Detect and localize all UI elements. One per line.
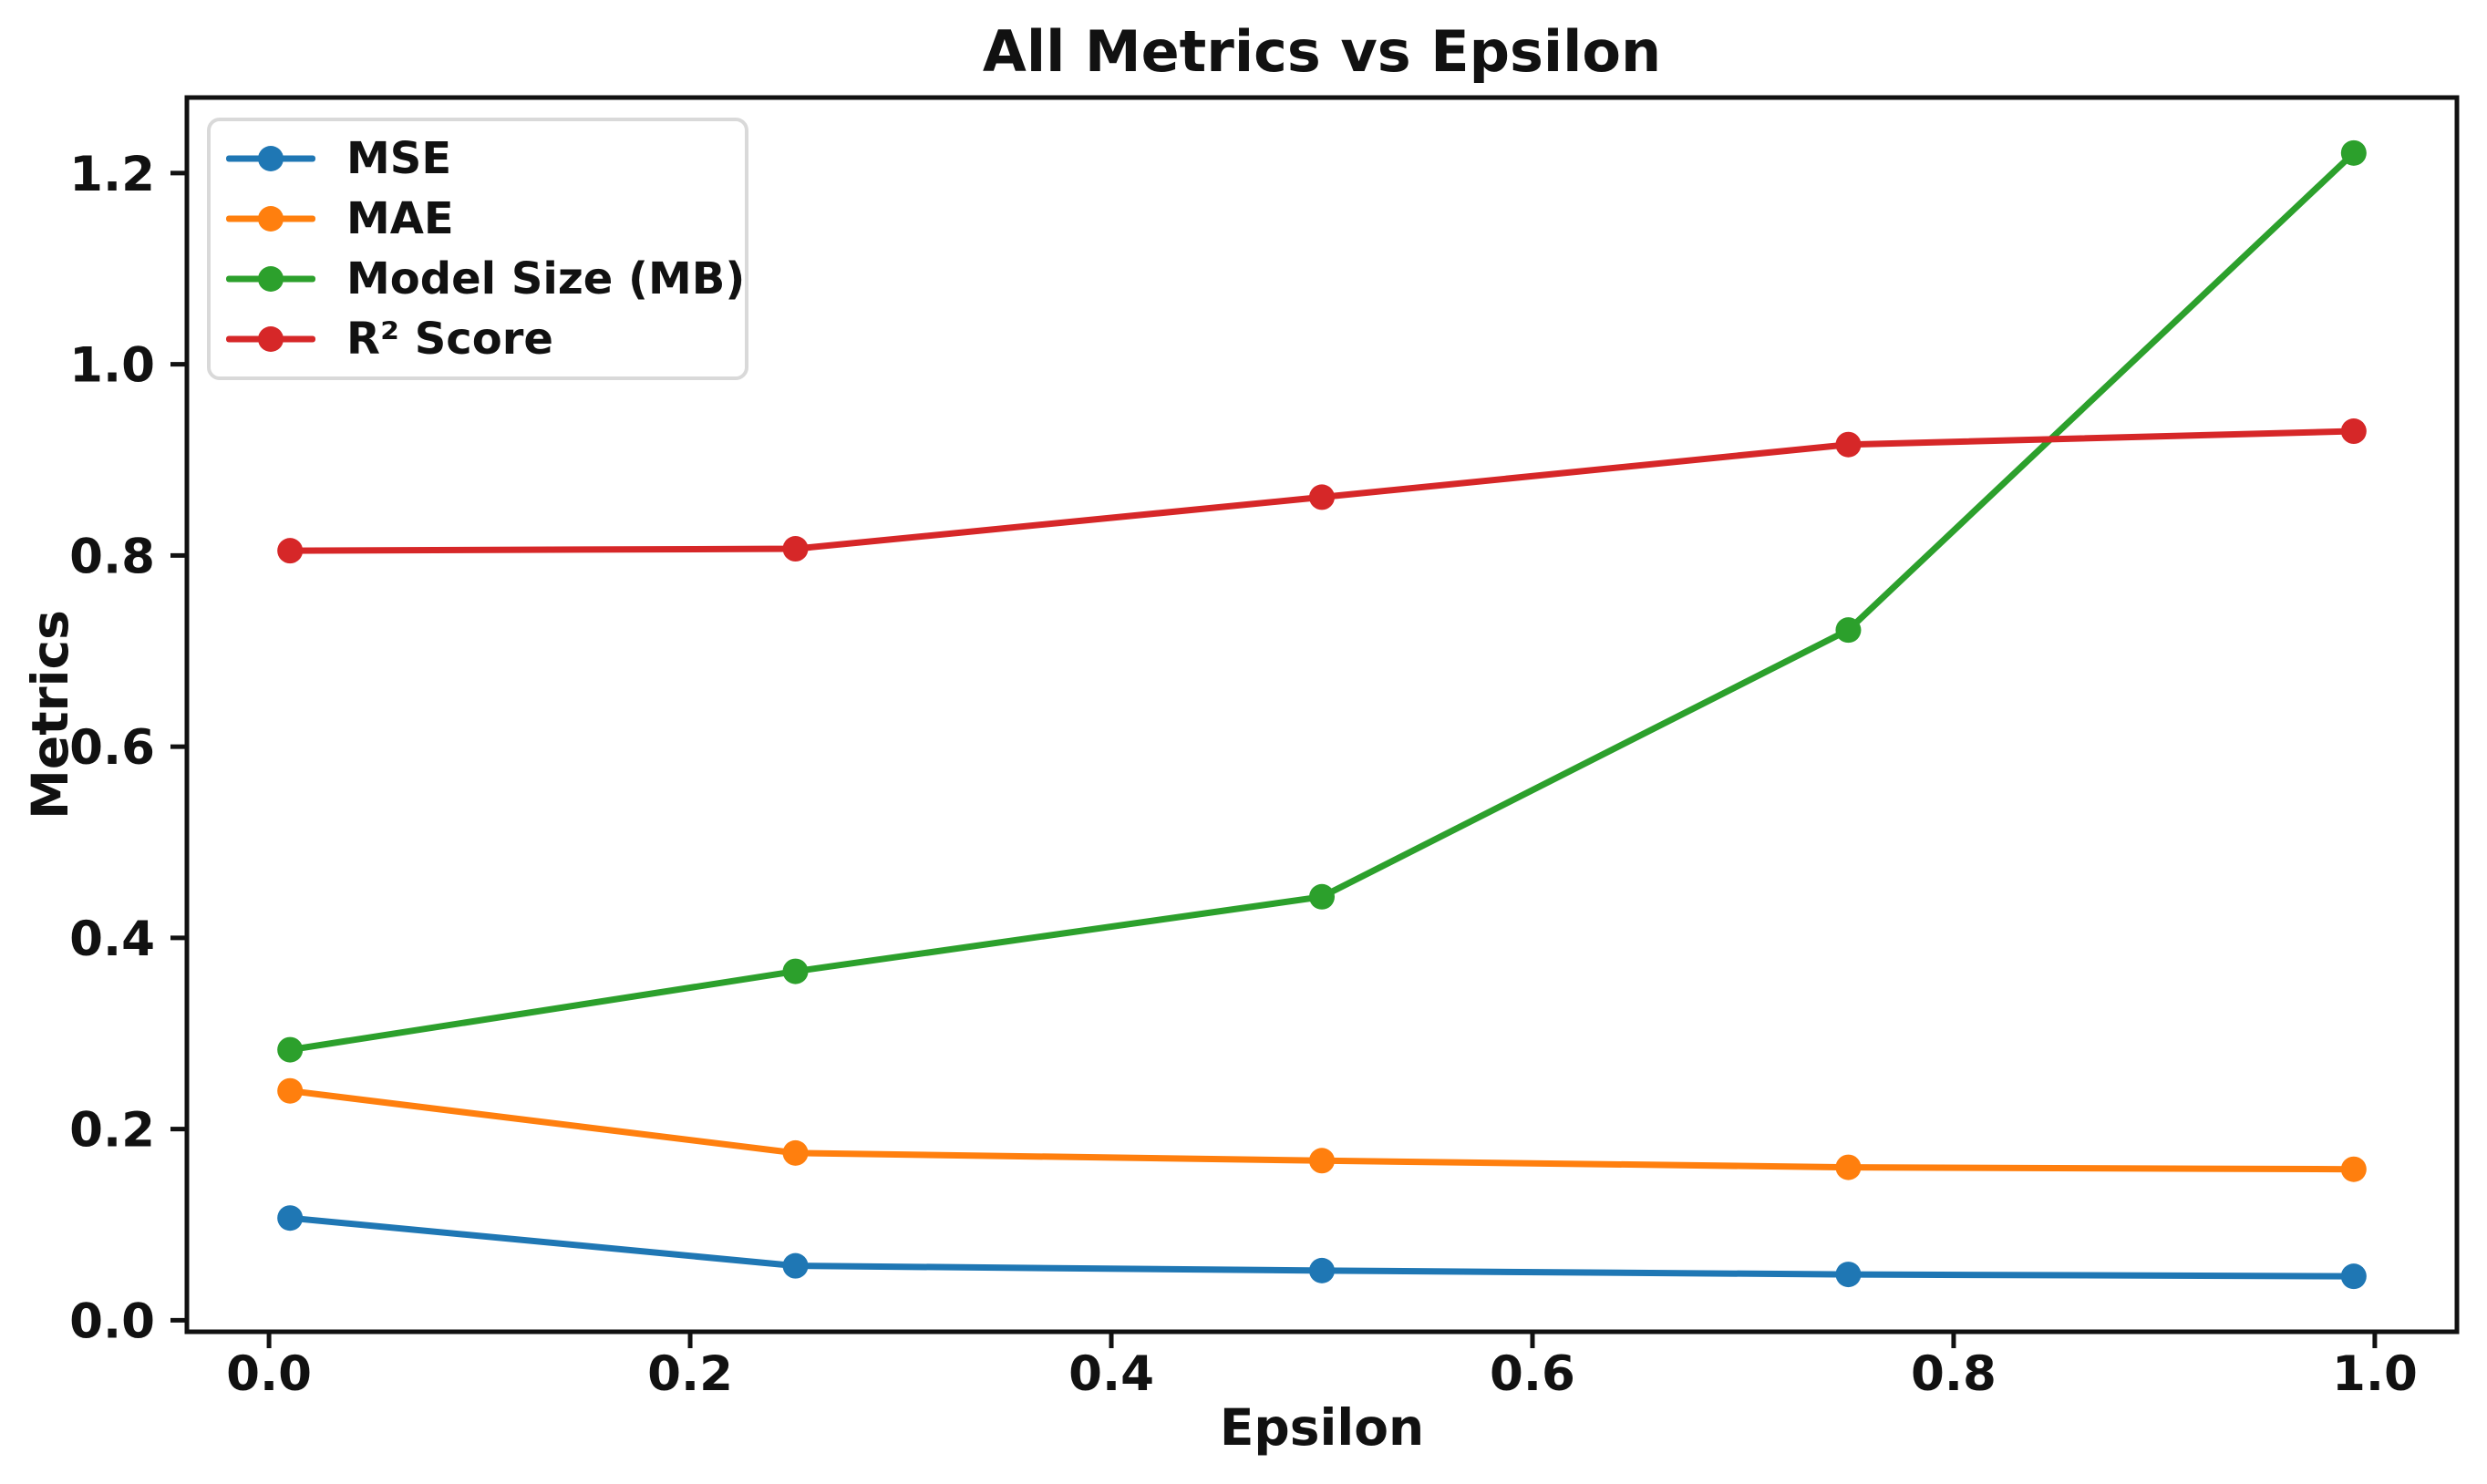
series-marker-mse [782, 1252, 809, 1279]
chart-title: All Metrics vs Epsilon [982, 18, 1662, 85]
series-marker-r-score [782, 536, 809, 562]
series-marker-model-size-mb [782, 958, 809, 984]
series-marker-mse [1309, 1257, 1335, 1283]
series-marker-r-score [1309, 484, 1335, 510]
series-marker-r-score [2340, 418, 2367, 445]
series-marker-mae [782, 1139, 809, 1166]
legend-label: MSE [346, 133, 452, 184]
legend-marker [226, 146, 315, 171]
y-tick-label: 0.4 [69, 912, 155, 967]
x-tick-label: 0.2 [647, 1346, 733, 1402]
legend-marker-dot [258, 266, 284, 292]
axes-spines [184, 95, 2460, 1335]
y-tick-label: 1.2 [69, 147, 155, 202]
y-tick-label: 0.8 [69, 529, 155, 584]
legend-label: MAE [346, 193, 454, 244]
legend-marker-dot [258, 146, 284, 171]
series-marker-mae [277, 1077, 304, 1104]
legend-label: Model Size (MB) [346, 253, 746, 304]
legend-marker-dot [258, 326, 284, 352]
x-tick-label: 0.6 [1490, 1346, 1575, 1402]
series-marker-mae [2340, 1156, 2367, 1182]
legend-marker-dot [258, 206, 284, 232]
legend-item: MSE [211, 129, 745, 189]
series-marker-mse [2340, 1263, 2367, 1290]
legend-item: Model Size (MB) [211, 249, 745, 309]
legend-marker [226, 266, 315, 292]
series-marker-mae [1835, 1154, 1862, 1180]
series-marker-mse [277, 1205, 304, 1232]
x-tick-label: 0.0 [226, 1346, 312, 1402]
series-marker-model-size-mb [1835, 617, 1862, 644]
y-tick-label: 0.0 [69, 1293, 155, 1349]
legend-marker [226, 206, 315, 232]
legend: MSE MAE Model Size (MB) R² Score [207, 118, 748, 380]
series-marker-r-score [1835, 431, 1862, 458]
x-tick-label: 1.0 [2332, 1346, 2418, 1402]
series-marker-mse [1835, 1262, 1862, 1288]
legend-item: MAE [211, 189, 745, 249]
legend-label: R² Score [346, 314, 553, 365]
series-marker-model-size-mb [1309, 883, 1335, 910]
series-marker-model-size-mb [2340, 139, 2367, 166]
y-tick-label: 0.2 [69, 1103, 155, 1159]
x-tick-label: 0.4 [1068, 1346, 1154, 1402]
x-tick-label: 0.8 [1911, 1346, 1997, 1402]
legend-marker [226, 326, 315, 352]
legend-item: R² Score [211, 309, 745, 369]
y-tick-label: 0.6 [69, 720, 155, 776]
series-marker-model-size-mb [277, 1036, 304, 1063]
series-marker-mae [1309, 1148, 1335, 1174]
series-marker-r-score [277, 538, 304, 564]
y-tick-label: 1.0 [69, 338, 155, 394]
x-axis-label: Epsilon [1219, 1398, 1425, 1457]
